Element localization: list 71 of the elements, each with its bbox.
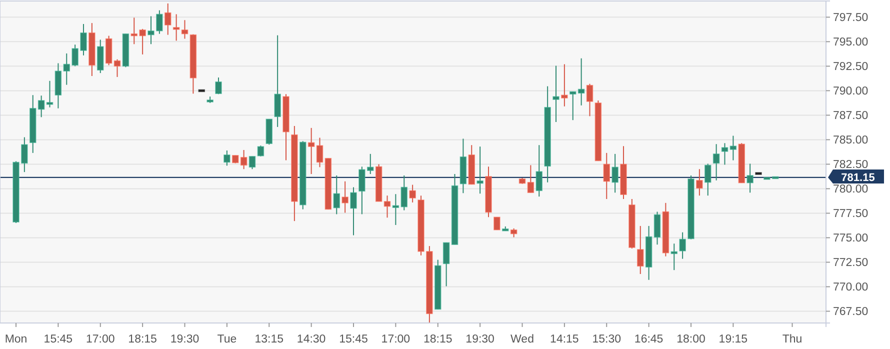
- candlestick: [654, 211, 661, 246]
- x-tick-label: 15:45: [44, 334, 73, 346]
- y-tick-label: 767.50: [833, 306, 868, 318]
- candlestick: [603, 152, 610, 200]
- x-tick-label: 15:30: [592, 334, 622, 346]
- candlestick: [561, 64, 568, 107]
- x-tick-label: 18:15: [423, 334, 452, 346]
- x-tick-label: 17:00: [86, 334, 115, 346]
- y-tick-label: 770.00: [833, 281, 868, 294]
- candlestick: [721, 142, 728, 166]
- y-tick-label: 797.50: [833, 12, 868, 24]
- x-tick-label: 16:45: [634, 334, 664, 346]
- candlestick: [586, 83, 594, 117]
- x-tick-label: Thu: [782, 334, 802, 346]
- candlestick: [712, 144, 720, 181]
- x-tick-label: 19:30: [170, 334, 200, 346]
- candlestick: [442, 242, 450, 287]
- candlestick: [350, 186, 357, 236]
- y-tick-label: 777.50: [833, 208, 868, 220]
- candlestick: [409, 184, 416, 203]
- candlestick: [172, 14, 180, 42]
- candlestick: [636, 225, 644, 274]
- candlestick: [730, 135, 737, 161]
- candlestick: [308, 127, 315, 175]
- candlestick: [746, 163, 754, 194]
- x-tick-label: Wed: [510, 334, 534, 346]
- candlestick: [257, 145, 264, 157]
- candlestick: [696, 168, 703, 196]
- candlestick: [333, 174, 340, 215]
- candlestick: [679, 232, 686, 260]
- y-tick-label: 792.50: [833, 60, 868, 73]
- candlestick: [536, 144, 543, 198]
- y-tick-label: 780.00: [833, 183, 868, 196]
- x-tick-label: 14:30: [296, 334, 326, 346]
- candlestick: [96, 39, 104, 74]
- candlestick: [114, 58, 121, 78]
- candlestick: [164, 2, 172, 36]
- x-tick-label: Tue: [217, 334, 237, 346]
- candlestick: [494, 216, 500, 230]
- candlestick: [476, 146, 484, 194]
- x-tick-label: 14:15: [550, 334, 579, 346]
- x-tick-label: 19:30: [466, 334, 494, 346]
- candlestick: [215, 76, 222, 95]
- candlestick: [316, 137, 324, 168]
- y-tick-label: 775.00: [833, 232, 868, 244]
- candlestick: [612, 153, 618, 194]
- candlestick: [181, 20, 188, 40]
- candlestick: [527, 164, 534, 194]
- x-tick-label: 15:45: [339, 334, 368, 346]
- candlestick: [552, 65, 560, 123]
- candlestick: [274, 34, 281, 128]
- ref-line-label: 781.15: [841, 172, 875, 184]
- x-tick-label: 18:15: [128, 334, 157, 346]
- y-tick-label: 782.50: [833, 158, 868, 171]
- candlestick: [46, 80, 54, 108]
- x-tick-label: 19:15: [718, 334, 748, 346]
- x-tick-label: 18:00: [676, 334, 706, 346]
- candlestick: [248, 156, 256, 170]
- candlestick: [224, 150, 230, 166]
- x-tick-label: 17:00: [381, 334, 410, 346]
- x-tick-label: 13:15: [254, 334, 284, 346]
- y-tick-label: 790.00: [833, 85, 868, 98]
- candlestick: [384, 195, 391, 218]
- y-tick-label: 772.50: [833, 256, 868, 269]
- y-tick-label: 785.00: [833, 134, 868, 146]
- y-tick-label: 795.00: [833, 36, 868, 48]
- candlestick: [342, 180, 348, 214]
- candlestick: [670, 243, 678, 271]
- x-tick-label: Mon: [4, 334, 28, 346]
- y-tick-label: 787.50: [833, 110, 868, 122]
- candlestick: [704, 163, 712, 196]
